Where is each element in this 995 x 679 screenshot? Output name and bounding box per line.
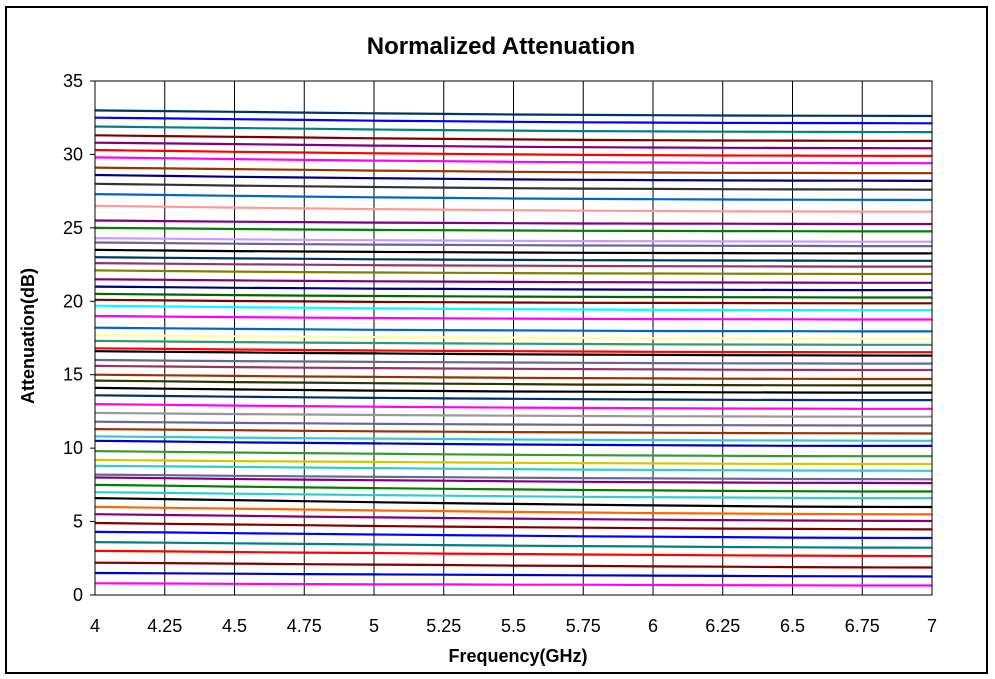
series-line-28 xyxy=(94,364,932,372)
series-line-42 xyxy=(94,262,932,268)
series-line-56 xyxy=(94,141,933,150)
series-line-35 xyxy=(94,314,932,321)
series-lines xyxy=(94,109,933,587)
series-line-48 xyxy=(94,219,932,226)
y-axis-ticks: 0 5 10 15 20 25 30 35 xyxy=(63,71,95,605)
x-axis-ticks: 4 4.25 4.5 4.75 5 5.25 5.5 5.75 6 6.25 6.5 6.75 7 xyxy=(90,616,937,636)
series-line-53 xyxy=(94,166,933,175)
series-line-43 xyxy=(94,256,932,262)
series-line-26 xyxy=(94,379,932,387)
series-line-18 xyxy=(94,439,932,447)
y-tick-label: 5 xyxy=(73,512,83,532)
series-line-14 xyxy=(94,473,933,481)
x-tick-label: 6 xyxy=(648,616,658,636)
series-line-46 xyxy=(94,237,932,243)
plot-area xyxy=(94,80,933,596)
series-line-1 xyxy=(94,582,932,587)
series-line-40 xyxy=(94,278,932,284)
series-line-33 xyxy=(94,334,932,340)
x-tick-label: 5.25 xyxy=(426,616,461,636)
x-tick-label: 6.25 xyxy=(705,616,740,636)
series-line-20 xyxy=(94,428,933,435)
y-tick-label: 25 xyxy=(63,218,83,238)
series-line-36 xyxy=(94,304,932,312)
series-line-21 xyxy=(94,420,932,427)
series-line-2 xyxy=(94,571,933,578)
series-line-29 xyxy=(94,358,932,365)
series-line-31 xyxy=(94,347,932,354)
series-line-3 xyxy=(94,561,933,569)
series-line-4 xyxy=(94,549,933,558)
series-line-52 xyxy=(94,173,933,182)
y-tick-label: 30 xyxy=(63,144,83,164)
series-line-17 xyxy=(94,450,932,458)
series-line-27 xyxy=(94,373,932,381)
series-line-57 xyxy=(94,134,933,142)
series-line-23 xyxy=(94,403,932,410)
x-tick-label: 5 xyxy=(369,616,379,636)
series-line-22 xyxy=(94,411,932,418)
series-line-25 xyxy=(94,386,932,394)
series-line-11 xyxy=(94,491,932,500)
series-line-24 xyxy=(94,394,932,402)
series-line-59 xyxy=(94,116,933,125)
series-line-37 xyxy=(94,298,932,305)
series-line-12 xyxy=(94,483,932,493)
series-line-49 xyxy=(94,204,933,213)
series-line-10 xyxy=(94,497,933,509)
chart-canvas: Normalized Attenuation 4 4.25 4.5 4.75 5 5.25… xyxy=(18,33,937,666)
series-line-30 xyxy=(94,350,933,357)
series-line-32 xyxy=(94,339,932,346)
series-line-13 xyxy=(94,476,933,485)
series-line-58 xyxy=(94,125,933,134)
series-line-44 xyxy=(94,248,932,255)
chart-title: Normalized Attenuation xyxy=(367,33,635,60)
series-line-55 xyxy=(94,148,933,157)
series-line-60 xyxy=(94,109,933,118)
series-line-47 xyxy=(94,226,932,233)
series-line-5 xyxy=(94,541,933,549)
x-tick-label: 6.75 xyxy=(845,616,880,636)
series-line-6 xyxy=(94,530,933,540)
plot-border xyxy=(94,80,933,596)
y-tick-label: 0 xyxy=(73,585,83,605)
series-line-34 xyxy=(94,326,932,333)
y-tick-label: 35 xyxy=(63,71,83,91)
chart-frame: Normalized Attenuation 4 4.25 4.5 4.75 5 5.25… xyxy=(5,6,988,674)
x-tick-label: 4.5 xyxy=(222,616,247,636)
series-line-51 xyxy=(94,182,933,191)
y-axis-title: Attenuation(dB) xyxy=(18,268,38,404)
x-axis-title: Frequency(GHz) xyxy=(448,646,587,666)
y-tick-label: 20 xyxy=(63,291,83,311)
series-line-9 xyxy=(94,505,933,516)
series-line-38 xyxy=(94,292,932,299)
x-tick-label: 4.75 xyxy=(287,616,322,636)
series-line-50 xyxy=(94,193,933,202)
y-tick-label: 15 xyxy=(63,365,83,385)
series-line-45 xyxy=(94,241,932,248)
y-tick-label: 10 xyxy=(63,438,83,458)
series-line-39 xyxy=(94,285,932,292)
series-line-8 xyxy=(94,513,933,523)
series-line-19 xyxy=(94,435,933,442)
x-tick-label: 5.75 xyxy=(566,616,601,636)
x-tick-label: 7 xyxy=(927,616,937,636)
x-tick-label: 6.5 xyxy=(780,616,805,636)
series-line-16 xyxy=(94,458,932,466)
series-line-54 xyxy=(94,156,933,165)
x-tick-label: 4 xyxy=(90,616,100,636)
series-line-15 xyxy=(94,464,933,472)
x-tick-label: 4.25 xyxy=(147,616,182,636)
x-tick-label: 5.5 xyxy=(501,616,526,636)
series-line-41 xyxy=(94,269,932,276)
series-line-7 xyxy=(94,521,933,531)
